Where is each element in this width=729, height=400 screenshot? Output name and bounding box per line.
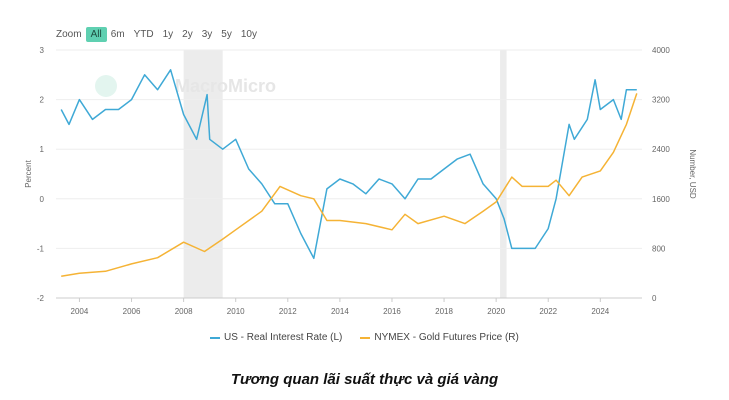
y-left-tick-label: 3: [40, 46, 45, 55]
series-line-real-rate: [60, 69, 637, 260]
recession-band: [183, 50, 223, 298]
x-tick-label: 2014: [331, 307, 349, 316]
y-right-tick-label: 4000: [652, 46, 670, 55]
zoom-2y-button[interactable]: 2y: [182, 29, 193, 40]
x-tick-label: 2004: [71, 307, 89, 316]
zoom-label: Zoom: [56, 29, 82, 40]
recession-band: [500, 50, 507, 298]
x-tick-label: 2018: [435, 307, 453, 316]
y-right-tick-label: 3200: [652, 96, 670, 105]
zoom-10y-button[interactable]: 10y: [240, 29, 257, 40]
zoom-all-button[interactable]: All: [85, 27, 107, 42]
legend-label-gold: NYMEX - Gold Futures Price (R): [374, 332, 519, 343]
y-right-tick-label: 0: [652, 294, 657, 303]
x-tick-label: 2008: [175, 307, 193, 316]
x-tick-label: 2024: [591, 307, 609, 316]
x-tick-label: 2016: [383, 307, 401, 316]
y-left-tick-label: 0: [40, 195, 45, 204]
y-right-tick-label: 1600: [652, 195, 670, 204]
series-line-gold: [61, 93, 638, 278]
x-tick-label: 2012: [279, 307, 297, 316]
y-left-tick-label: 1: [40, 145, 45, 154]
y-left-tick-label: -1: [37, 244, 45, 253]
zoom-6m-button[interactable]: 6m: [110, 29, 125, 40]
zoom-1y-button[interactable]: 1y: [162, 29, 174, 40]
watermark-logo-icon: [95, 75, 117, 97]
legend: US - Real Interest Rate (L) NYMEX - Gold…: [210, 332, 537, 343]
legend-swatch-rate: [210, 336, 220, 339]
legend-item-rate[interactable]: US - Real Interest Rate (L): [210, 332, 342, 343]
watermark-logo: MacroMicro: [175, 76, 276, 96]
chart: MacroMicro 3 2 1 0 -1 -2 4000 3200 2400 1600 800 0 20…: [24, 46, 697, 316]
legend-swatch-gold: [360, 336, 371, 339]
y-left-tick-label: 2: [40, 96, 45, 105]
y-left-axis-label: Percent: [24, 159, 33, 187]
x-tick-label: 2020: [487, 307, 505, 316]
zoom-ytd-button[interactable]: YTD: [133, 29, 154, 40]
y-right-tick-label: 2400: [652, 145, 670, 154]
x-tick-label: 2010: [227, 307, 245, 316]
y-left-tick-label: -2: [37, 294, 45, 303]
x-tick-label: 2022: [539, 307, 557, 316]
zoom-5y-button[interactable]: 5y: [221, 29, 232, 40]
caption: Tương quan lãi suất thực và giá vàng: [230, 371, 499, 388]
legend-label-rate: US - Real Interest Rate (L): [224, 332, 343, 343]
x-tick-label: 2006: [123, 307, 141, 316]
range-selector: Zoom All 6m YTD 1y 2y 3y 5y 10y: [56, 27, 266, 42]
y-right-axis-label: Number, USD: [688, 149, 697, 199]
zoom-3y-button[interactable]: 3y: [201, 29, 213, 40]
y-right-tick-label: 800: [652, 244, 666, 253]
legend-item-gold[interactable]: NYMEX - Gold Futures Price (R): [360, 332, 519, 343]
